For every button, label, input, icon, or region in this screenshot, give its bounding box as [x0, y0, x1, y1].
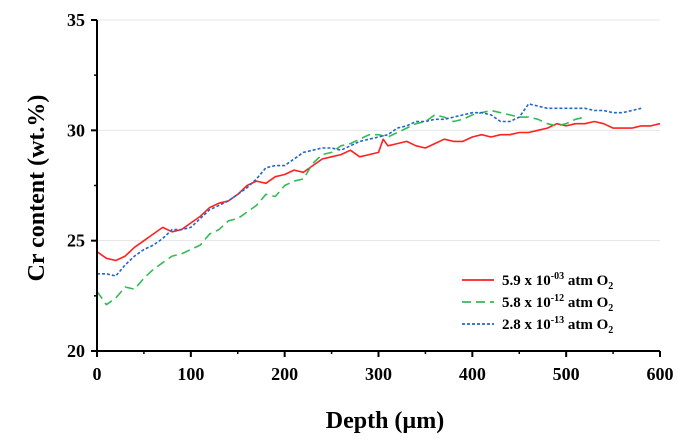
x-tick-label: 600: [647, 364, 674, 384]
legend-subscript: 2: [608, 303, 613, 314]
x-tick-label: 100: [177, 364, 204, 384]
legend: 5.9 x 10-03 atm O25.8 x 10-12 atm O22.8 …: [462, 271, 613, 336]
legend-label-3: 2.8 x 10-13 atm O2: [502, 315, 613, 336]
x-tick-label: 400: [459, 364, 486, 384]
legend-exponent: -12: [551, 293, 564, 304]
legend-label-2: 5.8 x 10-12 atm O2: [502, 293, 613, 314]
x-tick-label: 300: [365, 364, 392, 384]
legend-unit: atm O: [564, 317, 608, 333]
y-tick-label: 25: [67, 231, 85, 251]
grid-lines: [97, 19, 660, 242]
x-tick-label: 500: [553, 364, 580, 384]
legend-unit: atm O: [564, 273, 608, 289]
legend-exponent: -03: [551, 271, 564, 282]
series-line-3: [97, 103, 642, 277]
y-tick-label: 30: [67, 120, 85, 140]
x-tick-label: 200: [271, 364, 298, 384]
legend-unit: atm O: [564, 295, 608, 311]
y-tick-label: 20: [67, 341, 85, 361]
x-axis-title: Depth (µm): [326, 408, 444, 434]
series-line-2: [96, 109, 586, 306]
plot-lines: [96, 103, 661, 306]
ticks: 20 25 30 35 0 100 200 300 400 500 600: [67, 10, 674, 384]
legend-label-1: 5.9 x 10-03 atm O2: [502, 271, 613, 292]
y-tick-label: 35: [67, 10, 85, 30]
legend-exponent: -13: [551, 315, 564, 326]
y-axis-title: Cr content (wt.%): [24, 95, 50, 282]
x-tick-label: 0: [93, 364, 102, 384]
series-line-1: [96, 120, 661, 262]
legend-mantissa: 5.8 x 10: [502, 295, 551, 311]
legend-mantissa: 5.9 x 10: [502, 273, 551, 289]
legend-mantissa: 2.8 x 10: [502, 317, 551, 333]
legend-subscript: 2: [608, 281, 613, 292]
legend-subscript: 2: [608, 325, 613, 336]
